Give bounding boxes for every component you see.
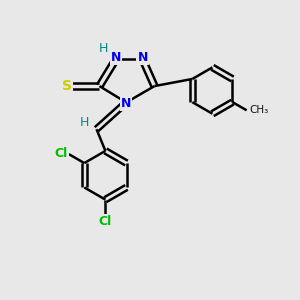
Text: H: H	[99, 42, 108, 55]
Text: N: N	[121, 98, 131, 110]
Text: S: S	[62, 79, 72, 93]
Text: N: N	[111, 51, 121, 64]
Text: N: N	[137, 51, 148, 64]
Text: Cl: Cl	[55, 147, 68, 160]
Text: CH₃: CH₃	[250, 105, 269, 115]
Text: Cl: Cl	[99, 214, 112, 227]
Text: H: H	[79, 116, 89, 129]
